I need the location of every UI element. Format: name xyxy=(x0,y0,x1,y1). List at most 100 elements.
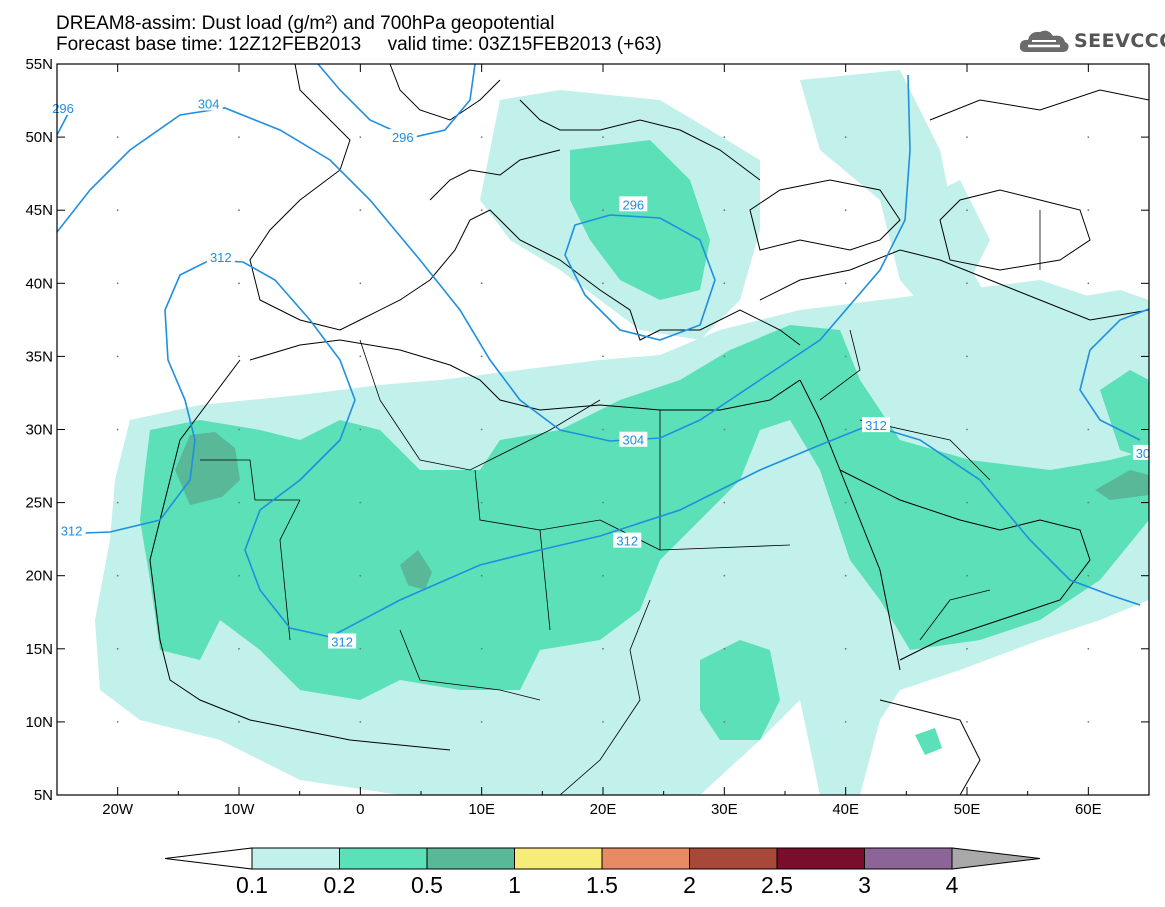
contour-label-bg xyxy=(57,522,86,538)
dust-zone-medium-sahel xyxy=(700,640,780,740)
grid-dot xyxy=(359,574,362,577)
grid-dot xyxy=(480,282,483,285)
cloud-icon xyxy=(1019,30,1069,52)
lat-tick-label: 5N xyxy=(34,787,53,804)
grid-dot xyxy=(844,721,847,723)
grid-dot xyxy=(602,282,604,285)
contour-label-bg xyxy=(328,633,357,649)
contour-label: 312 xyxy=(865,418,887,433)
colorbar-swatch xyxy=(601,847,690,870)
axis-ticks xyxy=(56,63,1150,796)
grid-dot xyxy=(602,428,604,431)
contour-label: 304 xyxy=(198,96,220,111)
colorbar-under-arrow xyxy=(164,847,253,870)
grid-dot xyxy=(723,574,726,577)
contour-label-bg xyxy=(1132,444,1153,460)
grid-dot xyxy=(966,282,968,285)
grid-dot xyxy=(602,574,604,577)
contour-label: 312 xyxy=(210,250,232,265)
colorbar: 0.1 0.2 0.5 1 1.5 2 2.5 3 4 xyxy=(164,847,1041,898)
grid-dot xyxy=(723,136,726,139)
lon-tick-label: 60E xyxy=(1075,801,1102,818)
lat-tick-label: 35N xyxy=(25,348,53,365)
country-borders xyxy=(200,210,1041,795)
grid-dot xyxy=(723,721,726,723)
grid-dot xyxy=(723,282,726,285)
contour-label-bg xyxy=(194,95,223,111)
grid-dot xyxy=(116,136,119,139)
grid-dot xyxy=(966,209,968,212)
grid-dot xyxy=(1087,574,1090,577)
grid-dot xyxy=(602,209,604,212)
grid-dot xyxy=(844,282,847,285)
colorbar-swatch xyxy=(776,847,865,870)
grid-dot xyxy=(844,574,847,577)
grid-dot xyxy=(1087,428,1090,431)
logo-text: SEEVCCC xyxy=(1074,30,1165,52)
grid-dot xyxy=(966,501,968,504)
colorbar-label: 0.2 xyxy=(324,872,356,898)
latitude-labels: 5N 10N 15N 20N 25N 30N 35N 40N 45N 50N 55N xyxy=(25,56,53,804)
grid-dot xyxy=(359,136,362,139)
grid-dot xyxy=(116,574,119,577)
grid-dot xyxy=(602,721,604,723)
grid-dot xyxy=(359,501,362,504)
grid-dot xyxy=(480,136,483,139)
lon-tick-label: 10W xyxy=(224,801,256,818)
grid-dot xyxy=(116,501,119,504)
contour-label-bg xyxy=(619,196,648,212)
grid-dot xyxy=(844,355,847,358)
lat-tick-label: 50N xyxy=(25,129,53,146)
contour-label-bg xyxy=(862,417,890,433)
lat-tick-label: 10N xyxy=(25,714,53,731)
lon-tick-label: 50E xyxy=(954,801,981,818)
grid-dot xyxy=(238,428,240,431)
longitude-labels: 20W 10W 0 10E 20E 30E 40E 50E 60E xyxy=(102,801,1101,818)
contour-label: 296 xyxy=(622,197,644,212)
colorbar-label: 1 xyxy=(508,872,521,898)
grid-dot xyxy=(723,355,726,358)
grid-dot xyxy=(966,574,968,577)
lon-tick-label: 20E xyxy=(590,801,617,818)
lat-tick-label: 30N xyxy=(25,422,53,439)
grid-dot xyxy=(238,721,240,723)
grid-dot xyxy=(844,647,847,650)
dust-zone-dark xyxy=(175,432,240,505)
grid-dot xyxy=(966,647,968,650)
contour-label: 296 xyxy=(392,130,414,145)
colorbar-label: 4 xyxy=(946,872,959,898)
lat-tick-label: 40N xyxy=(25,275,53,292)
grid-dot xyxy=(966,721,968,723)
grid-dot xyxy=(359,209,362,212)
grid-dot xyxy=(1087,136,1090,139)
dust-zone-dark-mali xyxy=(400,550,432,590)
colorbar-label: 3 xyxy=(858,872,871,898)
grid-dot xyxy=(1087,282,1090,285)
colorbar-over-arrow xyxy=(951,847,1041,870)
logo: SEEVCCC xyxy=(1018,26,1165,56)
grid-dot xyxy=(966,355,968,358)
grid-dot xyxy=(116,721,119,723)
contour-312-south xyxy=(242,261,1141,638)
coastlines xyxy=(149,64,1149,795)
colorbar-label: 0.1 xyxy=(236,872,268,898)
grid-dot xyxy=(1087,501,1090,504)
grid-dot xyxy=(844,428,847,431)
lon-tick-label: 30E xyxy=(711,801,738,818)
dust-zone-dark-oman xyxy=(1095,470,1149,500)
dust-zone-medium-balkans xyxy=(570,140,710,300)
colorbar-swatch xyxy=(514,847,603,870)
grid-dot xyxy=(238,209,240,212)
grid-dot xyxy=(238,355,240,358)
grid-dot xyxy=(1087,721,1090,723)
contour-label: 312 xyxy=(61,523,83,538)
contour-label-bg xyxy=(206,248,235,264)
contour-304-north xyxy=(57,74,911,442)
grid-dot xyxy=(1087,647,1090,650)
contour-labels: 304 296 296 296 312 304 312 312 312 312 30 xyxy=(49,95,1153,649)
grid-dot xyxy=(238,647,240,650)
lon-tick-label: 40E xyxy=(832,801,859,818)
grid-dot xyxy=(602,501,604,504)
dust-zone-medium-horn xyxy=(915,728,942,755)
grid-dot xyxy=(359,428,362,431)
